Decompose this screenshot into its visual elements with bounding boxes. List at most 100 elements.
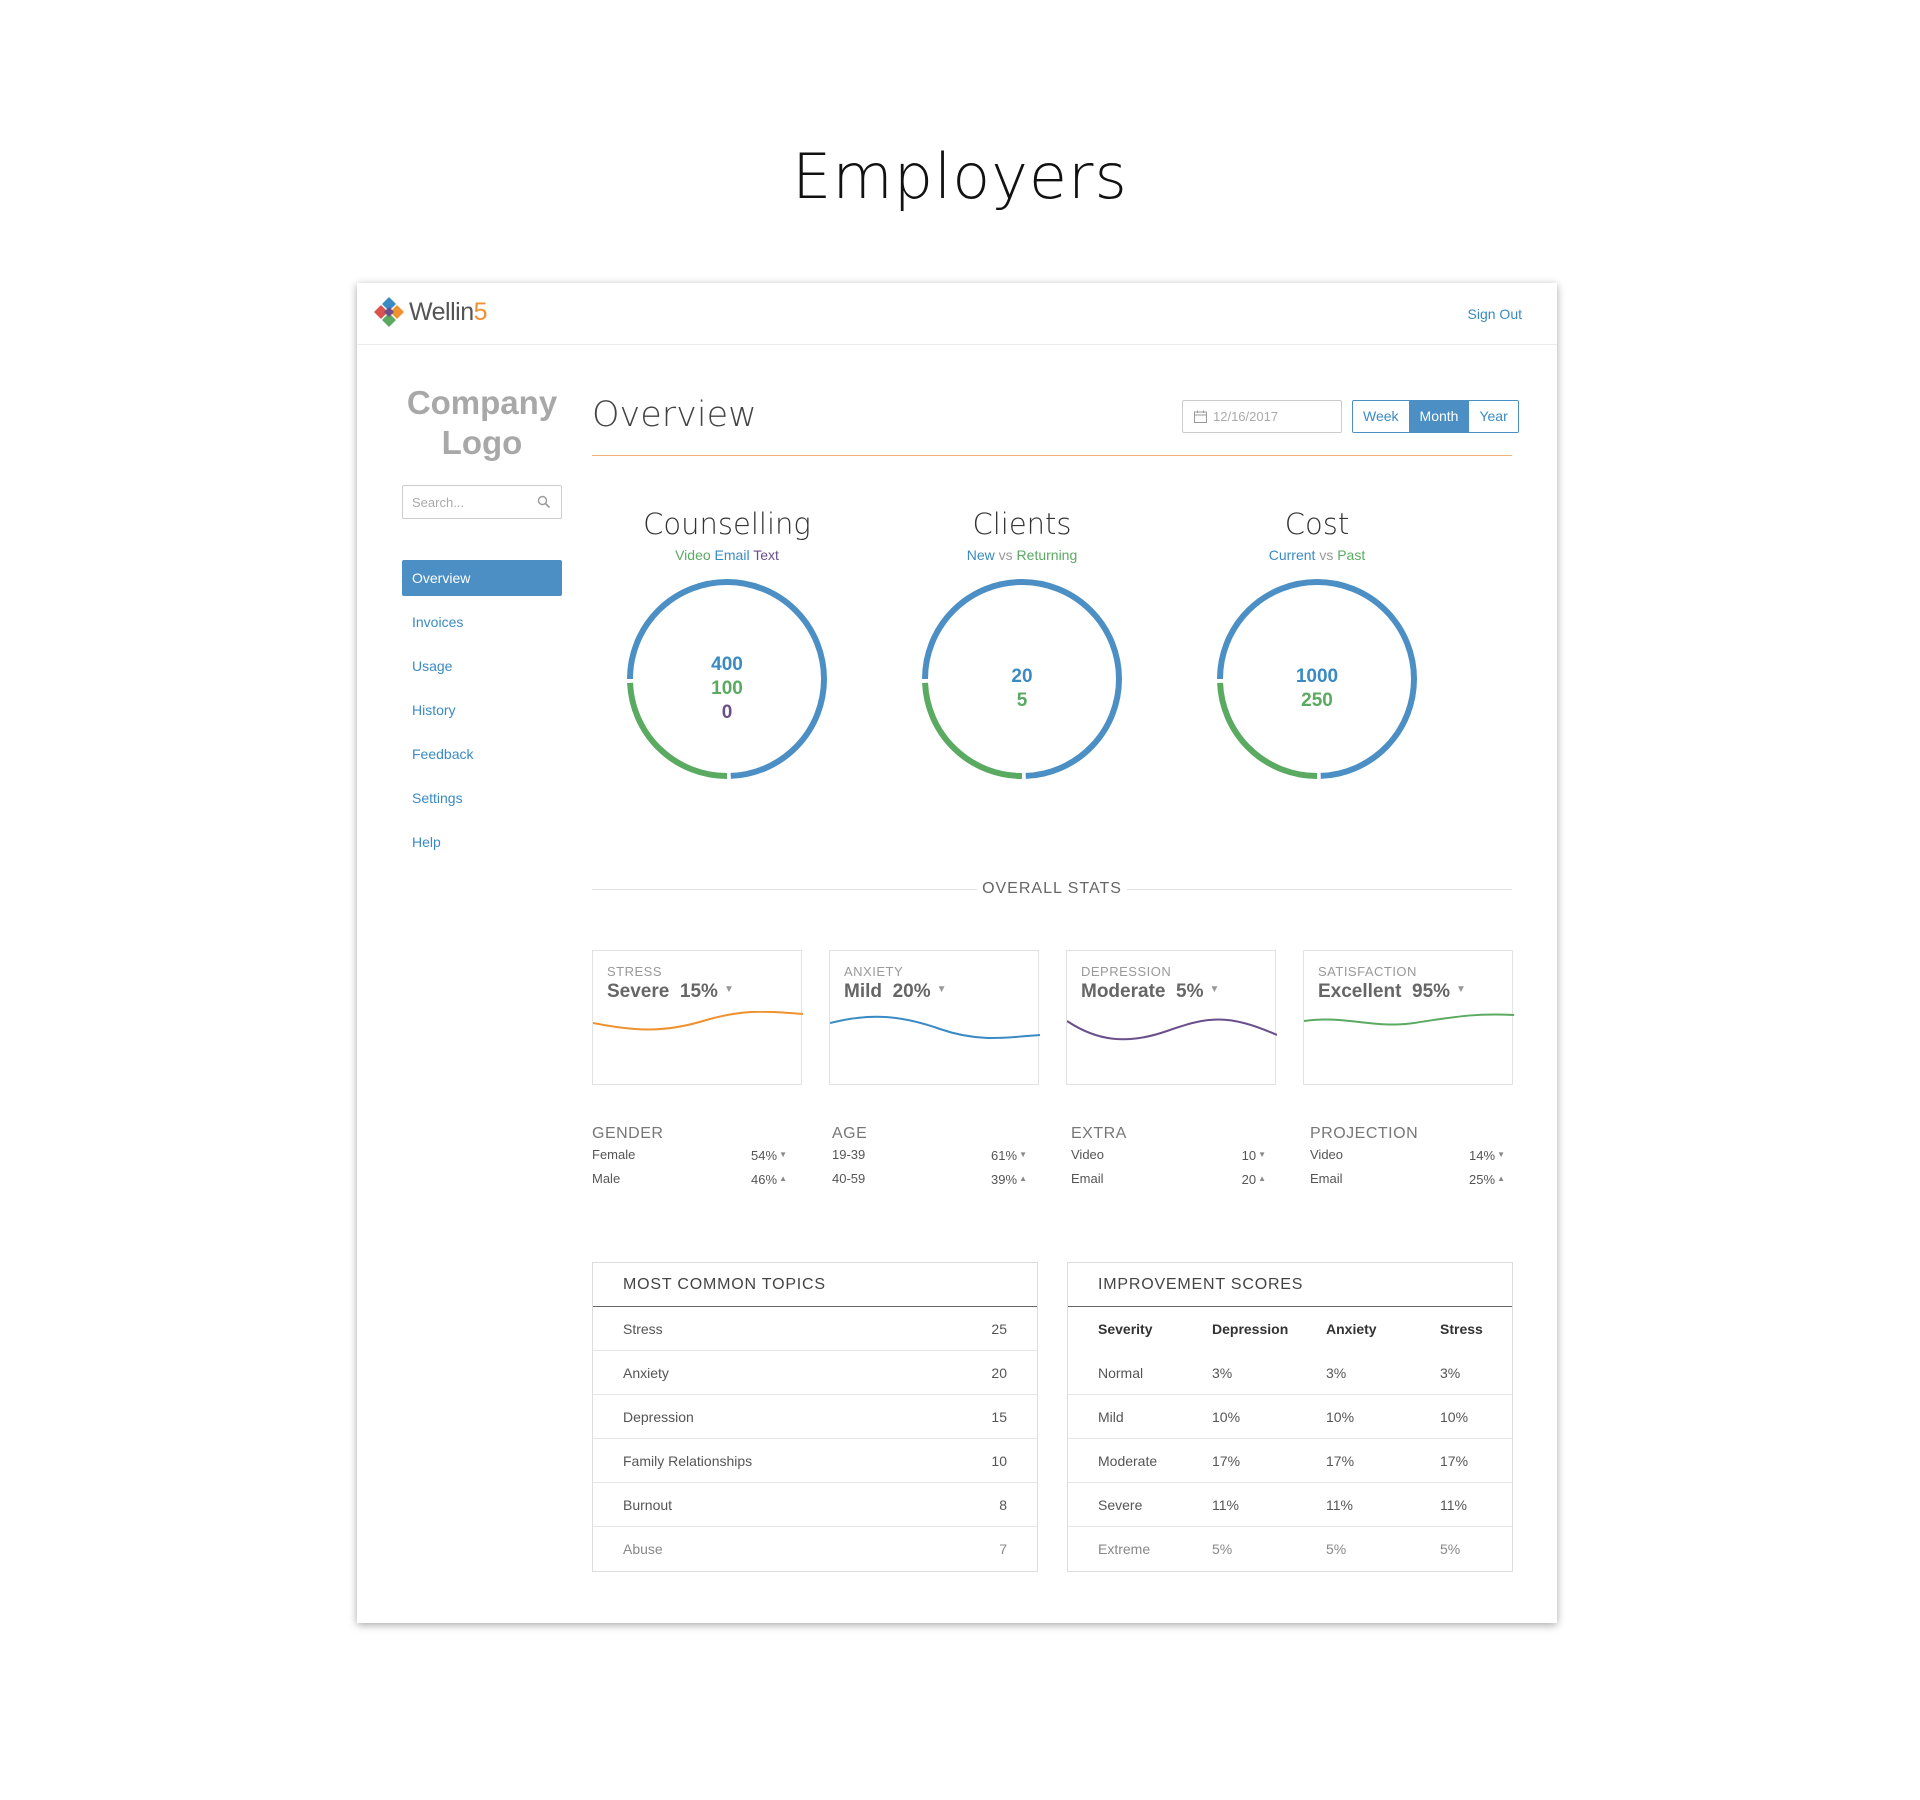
depression-sparkline (1067, 1018, 1277, 1041)
search-box (402, 485, 562, 519)
projection-heading: PROJECTION (1310, 1125, 1419, 1142)
sidebar-item-usage[interactable]: Usage (412, 658, 453, 674)
counselling-donut (627, 579, 827, 779)
sidebar-item-overview[interactable]: Overview (402, 560, 562, 596)
stat-value: Mild 20% ▼ (844, 981, 947, 1002)
brand-name: Wellin5 (409, 297, 488, 326)
range-year-button[interactable]: Year (1468, 401, 1518, 432)
company-logo: Company Logo (406, 384, 558, 461)
clients-legend: New vs Returning (966, 547, 1078, 563)
page-heading: Employers (792, 140, 1128, 213)
stress-sparkline (593, 1011, 803, 1031)
clients-title: Clients (972, 507, 1072, 541)
counselling-values: 400 100 0 (597, 653, 857, 725)
stat-caption: ANXIETY (844, 964, 904, 979)
stat-row: Video 10 ▼ (1071, 1147, 1266, 1163)
sidebar-item-settings[interactable]: Settings (412, 790, 463, 806)
sidebar-item-invoices[interactable]: Invoices (412, 614, 464, 630)
sign-out-link[interactable]: Sign Out (1467, 306, 1522, 322)
table-row[interactable]: Burnout 8 (593, 1483, 1037, 1527)
sidebar-item-help[interactable]: Help (412, 834, 441, 850)
stat-row: Email 25% ▲ (1310, 1171, 1505, 1187)
donut-segment-green (1217, 579, 1417, 779)
table-row[interactable]: Abuse 7 (623, 1541, 1007, 1557)
cost-past-value: 250 (1301, 690, 1333, 711)
stat-caption: DEPRESSION (1081, 964, 1172, 979)
stat-caption: SATISFACTION (1318, 964, 1417, 979)
triangle-up-icon: ▲ (779, 1174, 787, 1183)
brand-logo[interactable]: Wellin5 (373, 296, 488, 328)
gender-heading: GENDER (592, 1125, 664, 1142)
sidebar: Company Logo Overview Invoices Usage His… (402, 345, 562, 868)
stat-row: Male 46% ▲ (592, 1171, 787, 1187)
table-row: Severe 11% 11% 11% (1068, 1483, 1512, 1527)
cost-donut (1217, 579, 1417, 779)
overall-stats-label: OVERALL STATS (982, 880, 1122, 897)
table-row: Extreme 5% 5% 5% (1098, 1541, 1461, 1557)
overall-stats-divider: OVERALL STATS (592, 880, 1512, 900)
date-value: 12/16/2017 (1213, 409, 1279, 424)
improvement-scores-title: IMPROVEMENT SCORES (1068, 1263, 1512, 1307)
top-bar: Wellin5 Sign Out (357, 283, 1557, 345)
range-month-button[interactable]: Month (1408, 401, 1469, 432)
donut-segment-blue (922, 579, 1122, 779)
age-heading: AGE (832, 1125, 868, 1142)
anxiety-card[interactable]: ANXIETY Mild 20% ▼ (829, 950, 1040, 1085)
caret-down-icon: ▼ (936, 984, 947, 995)
counselling-summary: Counselling Video Email Text 400 100 0 (597, 507, 857, 781)
stat-caption: STRESS (607, 964, 663, 979)
counselling-text-count: 0 (721, 702, 733, 723)
donut-segment-green (627, 579, 827, 779)
header-divider (592, 455, 1512, 456)
triangle-down-icon: ▼ (779, 1150, 787, 1159)
gender-stats: GENDER Female 54% ▼ Male 46% ▲ (592, 1125, 787, 1191)
table-row[interactable]: Anxiety 20 (593, 1351, 1037, 1395)
page-title: Overview (592, 395, 757, 435)
triangle-down-icon: ▼ (1258, 1150, 1266, 1159)
projection-stats: PROJECTION Video 14% ▼ Email 25% ▲ (1310, 1125, 1505, 1191)
age-stats: AGE 19-39 61% ▼ 40-59 39% ▲ (832, 1125, 1027, 1191)
donut-segment-green (922, 579, 1122, 779)
clients-returning-count: 5 (1016, 690, 1028, 711)
sidebar-nav: Overview Invoices Usage History Feedback… (402, 560, 562, 860)
improvement-scores-table: IMPROVEMENT SCORES Severity Depression Anx… (1067, 1262, 1513, 1572)
table-row[interactable]: Depression 15 (593, 1395, 1037, 1439)
counselling-email-count: 100 (711, 678, 743, 699)
range-week-button[interactable]: Week (1353, 401, 1409, 432)
range-toggle: Week Month Year (1352, 400, 1519, 433)
depression-card[interactable]: DEPRESSION Moderate 5% ▼ (1066, 950, 1277, 1085)
stat-row: Female 54% ▼ (592, 1147, 787, 1163)
stress-card[interactable]: STRESS Severe 15% ▼ (592, 950, 803, 1085)
clients-summary: Clients New vs Returning 20 5 (892, 507, 1152, 781)
sidebar-item-feedback[interactable]: Feedback (412, 746, 474, 762)
cost-title: Cost (1284, 507, 1350, 541)
stat-row: Email 20 ▲ (1071, 1171, 1266, 1187)
search-input[interactable] (403, 486, 523, 518)
table-row[interactable]: Family Relationships 10 (593, 1439, 1037, 1483)
brand-diamond-icon (374, 297, 404, 327)
search-icon[interactable] (537, 495, 551, 509)
common-topics-title: MOST COMMON TOPICS (593, 1263, 1037, 1307)
satisfaction-card[interactable]: SATISFACTION Excellent 95% ▼ (1303, 950, 1514, 1085)
app-window: Wellin5 Sign Out Company Logo Overview I… (357, 283, 1557, 1623)
common-topics-table: MOST COMMON TOPICS Stress 25 Anxiety 20 De… (592, 1262, 1038, 1572)
stat-value: Severe 15% ▼ (607, 981, 734, 1002)
date-picker[interactable]: 12/16/2017 (1182, 400, 1342, 433)
clients-values: 20 5 (892, 665, 1152, 713)
cost-summary: Cost Current vs Past 1000 250 (1187, 507, 1447, 781)
table-row: Mild 10% 10% 10% (1068, 1395, 1512, 1439)
sidebar-item-history[interactable]: History (412, 702, 456, 718)
cost-values: 1000 250 (1187, 665, 1447, 713)
triangle-down-icon: ▼ (1497, 1150, 1505, 1159)
stat-row: Video 14% ▼ (1310, 1147, 1505, 1163)
table-row: Moderate 17% 17% 17% (1068, 1439, 1512, 1483)
counselling-legend: Video Email Text (675, 547, 779, 563)
cost-current-value: 1000 (1295, 666, 1339, 687)
clients-donut (922, 579, 1122, 779)
calendar-icon (1194, 410, 1207, 423)
caret-down-icon: ▼ (1209, 984, 1220, 995)
table-row[interactable]: Stress 25 (593, 1307, 1037, 1351)
stat-row: 40-59 39% ▲ (832, 1171, 1027, 1187)
extra-heading: EXTRA (1071, 1125, 1127, 1142)
caret-down-icon: ▼ (723, 984, 734, 995)
